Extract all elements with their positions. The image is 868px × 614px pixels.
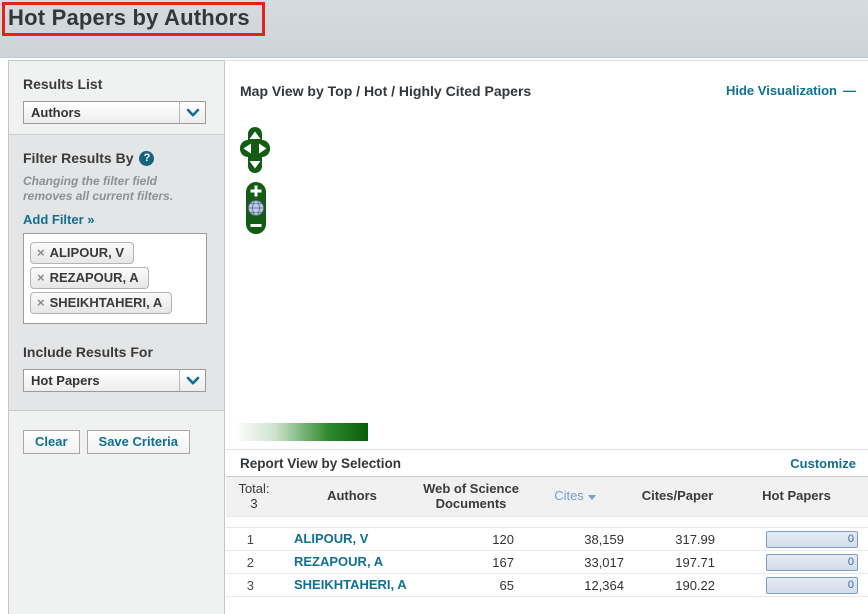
filter-chip-label: ALIPOUR, V [49, 245, 124, 260]
author-link[interactable]: REZAPOUR, A [294, 554, 384, 569]
column-header-authors[interactable]: Authors [327, 488, 377, 504]
help-question-icon[interactable]: ? [139, 150, 155, 166]
include-results-selected-value: Hot Papers [31, 373, 100, 388]
map-view-header: Map View by Top / Hot / Highly Cited Pap… [226, 61, 868, 101]
clear-button[interactable]: Clear [23, 430, 80, 454]
map-view-heading: Map View by Top / Hot / Highly Cited Pap… [240, 82, 532, 99]
page-title: Hot Papers by Authors [8, 5, 250, 30]
author-link[interactable]: ALIPOUR, V [294, 531, 369, 546]
cites-per-paper-value: 197.71 [675, 554, 715, 570]
column-header-wos-documents[interactable]: Web of Science Documents [423, 480, 519, 511]
remove-filter-icon[interactable]: × [37, 295, 45, 310]
wos-documents-value: 65 [499, 577, 514, 593]
title-highlight-box: Hot Papers by Authors [2, 2, 265, 36]
cites-value: 12,364 [584, 577, 624, 593]
filter-chip[interactable]: × ALIPOUR, V [30, 242, 134, 264]
filter-chip-label: SHEIKHTAHERI, A [49, 295, 163, 310]
column-header-cites-per-paper[interactable]: Cites/Paper [641, 488, 714, 504]
remove-filter-icon[interactable]: × [37, 270, 45, 285]
collapse-dash-icon: — [843, 83, 856, 98]
filter-chip-label: REZAPOUR, A [49, 270, 139, 285]
remove-filter-icon[interactable]: × [37, 245, 45, 260]
density-legend-gradient [235, 423, 368, 441]
results-list-select[interactable]: Authors [23, 101, 206, 124]
sort-desc-triangle-icon [587, 495, 596, 500]
filter-chip[interactable]: × SHEIKHTAHERI, A [30, 292, 173, 314]
hot-papers-bar: 0 [766, 530, 858, 548]
results-table-header: Total: 3 Authors Web of Science Document… [226, 477, 868, 517]
title-bar: Hot Papers by Authors [0, 0, 868, 58]
table-row: 3 SHEIKHTAHERI, A 65 12,364 190.22 0 [226, 574, 868, 597]
wos-documents-value: 167 [492, 554, 514, 570]
filter-results-by-label: Filter Results By [23, 150, 134, 166]
map-visualization-canvas[interactable] [226, 101, 868, 449]
include-results-for-label: Include Results For [23, 344, 153, 360]
save-criteria-button[interactable]: Save Criteria [86, 430, 191, 454]
hide-visualization-link[interactable]: Hide Visualization — [726, 83, 856, 98]
hot-papers-bar: 0 [766, 553, 858, 571]
cites-value: 33,017 [584, 554, 624, 570]
map-pan-control[interactable] [240, 127, 270, 178]
hot-papers-value: 0 [847, 556, 854, 568]
map-zoom-control[interactable] [246, 182, 266, 239]
sidebar: Results List Authors Filter Results By ?… [8, 60, 225, 614]
filter-section: Filter Results By ? Changing the filter … [9, 134, 224, 411]
cites-sort-label: Cites [554, 488, 584, 504]
results-table-body: 1 ALIPOUR, V 120 38,159 317.99 0 2 REZAP… [226, 527, 868, 597]
row-rank: 1 [246, 531, 254, 547]
author-link[interactable]: SHEIKHTAHERI, A [294, 577, 407, 592]
customize-link[interactable]: Customize [790, 455, 856, 471]
results-list-selected-value: Authors [31, 105, 81, 120]
table-row: 2 REZAPOUR, A 167 33,017 197.71 0 [226, 551, 868, 574]
chevron-down-icon [179, 102, 205, 123]
include-results-select[interactable]: Hot Papers [23, 369, 206, 392]
hot-papers-value: 0 [847, 533, 854, 545]
hot-papers-bar: 0 [766, 576, 858, 594]
cites-value: 38,159 [584, 531, 624, 547]
results-list-section: Results List Authors [9, 61, 224, 134]
row-rank: 3 [246, 577, 254, 593]
add-filter-link[interactable]: Add Filter » [23, 212, 95, 227]
hot-papers-value: 0 [847, 579, 854, 591]
total-label: Total: [238, 480, 270, 496]
wos-documents-value: 120 [492, 531, 514, 547]
filter-chip[interactable]: × REZAPOUR, A [30, 267, 149, 289]
cites-per-paper-value: 190.22 [675, 577, 715, 593]
row-rank: 2 [246, 554, 254, 570]
filter-note-text: Changing the filter field removes all cu… [23, 174, 174, 203]
report-view-header: Report View by Selection Customize [226, 449, 868, 477]
hide-visualization-label: Hide Visualization [725, 83, 837, 98]
column-header-cites[interactable]: Cites [520, 488, 630, 504]
criteria-buttons-section: Clear Save Criteria [9, 411, 224, 454]
filter-chips-box: × ALIPOUR, V × REZAPOUR, A × SHEIKHTAHER… [23, 233, 207, 324]
column-header-hot-papers[interactable]: Hot Papers [762, 488, 831, 504]
cites-per-paper-value: 317.99 [675, 531, 715, 547]
main-content: Map View by Top / Hot / Highly Cited Pap… [226, 60, 868, 614]
total-value: 3 [250, 495, 258, 511]
table-row: 1 ALIPOUR, V 120 38,159 317.99 0 [226, 528, 868, 551]
results-list-label: Results List [23, 76, 103, 92]
total-count-cell: Total: 3 [226, 480, 282, 512]
report-view-heading: Report View by Selection [240, 455, 402, 471]
chevron-down-icon [179, 370, 205, 391]
